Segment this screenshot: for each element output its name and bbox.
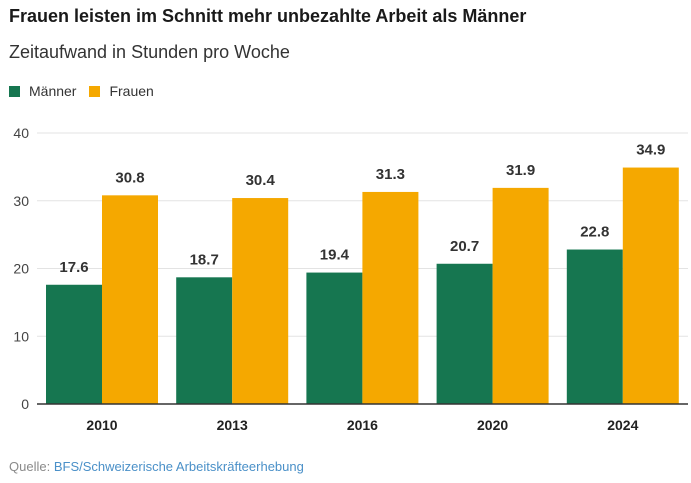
y-tick-label: 30 xyxy=(13,193,29,209)
data-label-frauen-2010: 30.8 xyxy=(115,169,144,186)
source-link[interactable]: BFS/Schweizerische Arbeitskräfteerhebung xyxy=(53,459,304,474)
x-tick-label: 2010 xyxy=(86,417,117,433)
bar-maenner-2013 xyxy=(176,277,233,404)
data-label-frauen-2016: 31.3 xyxy=(376,166,405,183)
data-label-maenner-2020: 20.7 xyxy=(450,238,479,255)
bar-frauen-2010 xyxy=(102,195,158,404)
y-tick-label: 0 xyxy=(21,396,29,412)
legend-swatch-maenner xyxy=(9,85,20,97)
x-tick-label: 2013 xyxy=(217,417,248,433)
x-tick-label: 2016 xyxy=(347,417,378,433)
bar-frauen-2020 xyxy=(492,187,549,404)
bar-maenner-2016 xyxy=(306,272,363,404)
bar-frauen-2024 xyxy=(622,167,679,404)
data-label-frauen-2020: 31.9 xyxy=(506,162,535,179)
bar-frauen-2016 xyxy=(362,191,419,404)
legend: Männer Frauen xyxy=(9,83,167,99)
bar-maenner-2010 xyxy=(46,284,102,404)
legend-label-maenner: Männer xyxy=(29,83,77,99)
data-label-maenner-2016: 19.4 xyxy=(320,247,350,264)
legend-label-frauen: Frauen xyxy=(109,83,154,99)
y-tick-label: 20 xyxy=(13,261,29,277)
data-label-frauen-2013: 30.4 xyxy=(246,172,276,189)
legend-item-frauen: Frauen xyxy=(89,83,154,99)
source-line: Quelle: BFS/Schweizerische Arbeitskräfte… xyxy=(9,459,304,474)
data-label-frauen-2024: 34.9 xyxy=(636,142,665,159)
chart-subtitle: Zeitaufwand in Stunden pro Woche xyxy=(9,42,290,62)
legend-item-maenner: Männer xyxy=(9,83,76,99)
y-tick-label: 40 xyxy=(13,125,29,141)
data-label-maenner-2013: 18.7 xyxy=(190,251,219,268)
bar-maenner-2020 xyxy=(436,263,493,404)
x-tick-label: 2020 xyxy=(477,417,508,433)
data-label-maenner-2010: 17.6 xyxy=(59,259,88,276)
bar-chart: 0 10 20 30 40 17.6 30.8 2010 18.7 30.4 2013 19.4 31.… xyxy=(13,125,688,433)
y-tick-label: 10 xyxy=(13,328,29,344)
source-label: Quelle: xyxy=(9,459,51,474)
x-tick-label: 2024 xyxy=(607,417,638,433)
legend-swatch-frauen xyxy=(89,85,101,97)
bar-maenner-2024 xyxy=(566,249,623,404)
chart-title: Frauen leisten im Schnitt mehr unbezahlt… xyxy=(9,6,527,26)
data-label-maenner-2024: 22.8 xyxy=(580,224,609,241)
bar-frauen-2013 xyxy=(232,198,289,404)
